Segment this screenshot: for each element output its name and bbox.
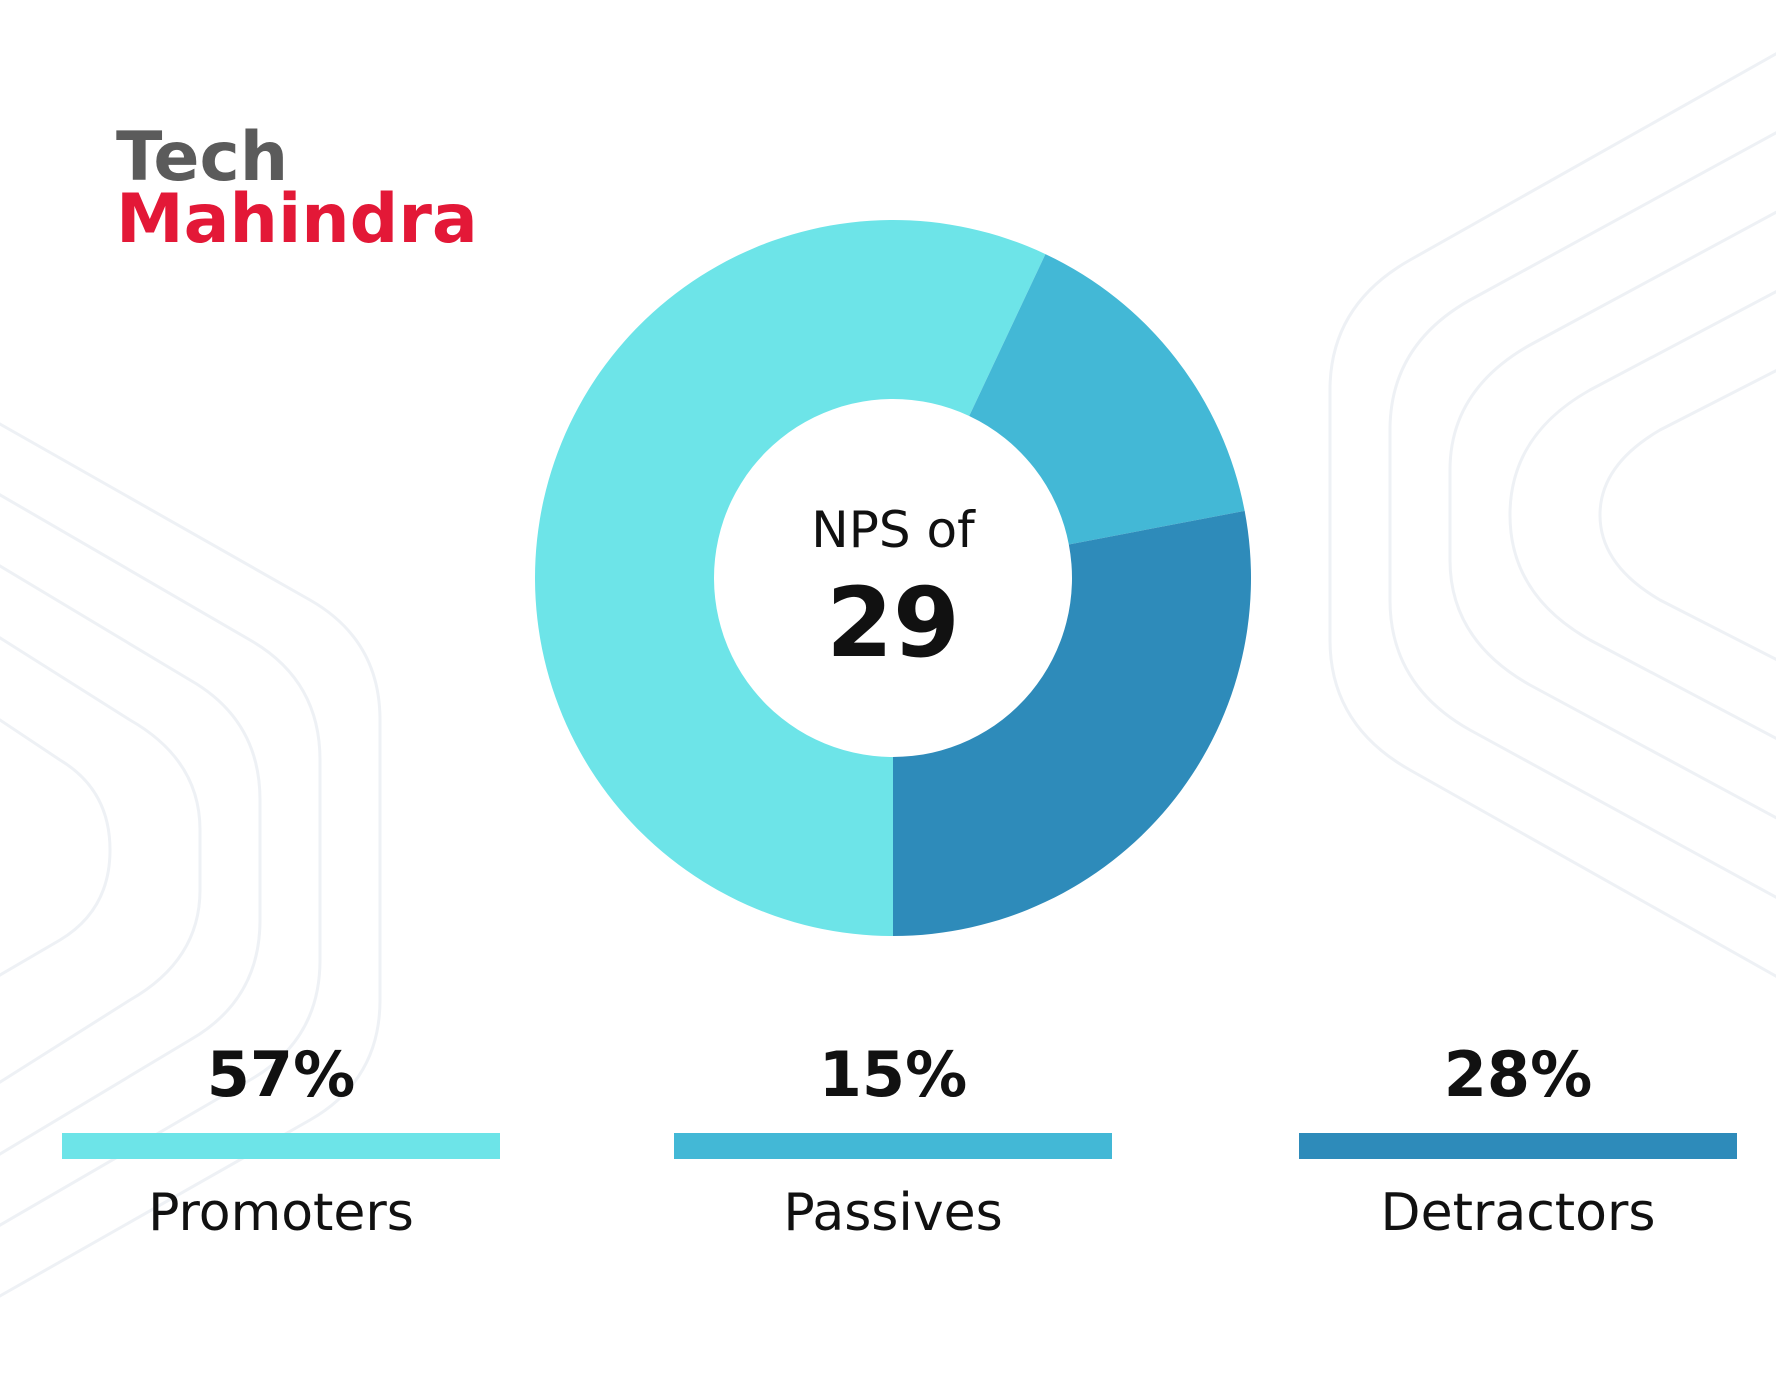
value-label: 28% bbox=[1444, 1038, 1592, 1111]
logo-mahindra: Mahindra bbox=[116, 180, 478, 259]
legend-label: Detractors bbox=[1381, 1183, 1656, 1243]
donut-slice bbox=[893, 510, 1251, 936]
legend-label: Passives bbox=[783, 1183, 1002, 1243]
legend-swatch bbox=[1299, 1133, 1737, 1159]
center-label: NPS of bbox=[811, 501, 976, 559]
center-value: 29 bbox=[826, 567, 960, 679]
legend-label: Promoters bbox=[148, 1183, 414, 1243]
donut-slice bbox=[969, 254, 1245, 545]
logo-tech: Tech bbox=[116, 118, 288, 197]
value-label: 15% bbox=[819, 1038, 967, 1111]
legend: 57% Promoters 15% Passives 28% Detractors bbox=[62, 1038, 1737, 1243]
legend-swatch bbox=[62, 1133, 500, 1159]
donut-chart bbox=[534, 219, 1251, 936]
value-label: 57% bbox=[207, 1038, 355, 1111]
background-decoration bbox=[0, 52, 1776, 1298]
donut-slice bbox=[534, 219, 1046, 936]
legend-swatch bbox=[674, 1133, 1112, 1159]
